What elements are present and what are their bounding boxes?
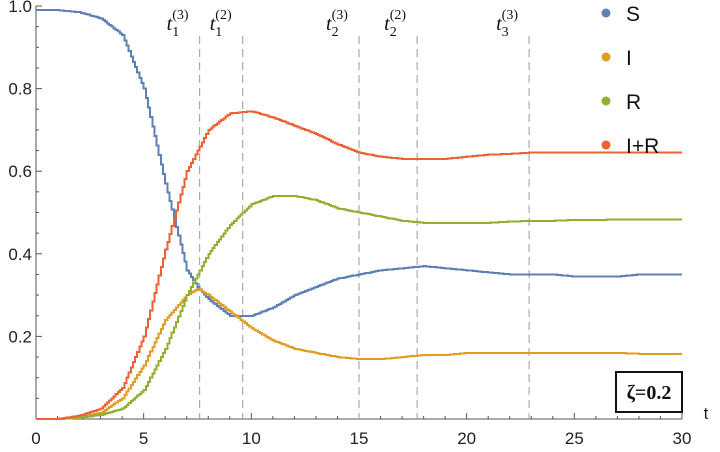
- series-line-s: [36, 9, 682, 317]
- legend-swatch: [601, 140, 611, 150]
- legend-label: R: [626, 91, 641, 114]
- legend-swatch: [601, 8, 611, 18]
- vertical-marker-label-sub: 3: [502, 25, 509, 40]
- series-line-i: [36, 287, 682, 420]
- legend-label: I: [626, 47, 632, 70]
- series-line-r: [36, 194, 682, 420]
- vertical-marker-label-sub: 1: [215, 25, 222, 40]
- vertical-marker-label-sup: (3): [172, 8, 189, 23]
- y-tick-label: 0.2: [8, 327, 32, 346]
- series-layer: [36, 9, 682, 420]
- vertical-marker-label-base: t: [167, 13, 173, 35]
- legend-label: S: [626, 3, 640, 26]
- x-tick-label: 20: [457, 429, 476, 448]
- vertical-marker-label-sub: 2: [332, 25, 339, 40]
- vertical-marker-label: t3 (3): [496, 8, 518, 40]
- legend: SIR I+R: [601, 3, 659, 158]
- legend-label: I+R: [626, 135, 659, 158]
- y-tick-label: 0.6: [8, 162, 32, 181]
- vertical-marker-label-sup: (2): [215, 8, 232, 23]
- vertical-marker-label-base: t: [496, 13, 502, 35]
- legend-swatch: [601, 52, 611, 62]
- x-tick-label: 25: [565, 429, 584, 448]
- vertical-marker-label-sub: 2: [390, 25, 397, 40]
- legend-swatch: [601, 96, 611, 106]
- x-tick-label: 30: [673, 429, 692, 448]
- y-tick-label: 0.8: [8, 80, 32, 99]
- zeta-annotation-text: ζ=0.2: [627, 382, 672, 404]
- axes-layer: 0 5 10 15 20 25 30 0.2 0.4 0.6 0.8 1.0: [8, 0, 691, 448]
- zeta-annotation: ζ=0.2: [615, 371, 683, 413]
- vertical-marker-label: t2 (2): [384, 8, 406, 40]
- y-tick-label: 0.4: [8, 245, 32, 264]
- x-axis-title: t: [704, 404, 709, 423]
- vertical-marker-label: t1 (3): [167, 8, 189, 40]
- x-tick-label: 0: [31, 429, 40, 448]
- vertical-marker-label-sup: (3): [332, 8, 349, 23]
- y-tick-label: 1.0: [8, 0, 32, 16]
- x-tick-label: 10: [242, 429, 261, 448]
- vertical-marker-label-sup: (2): [390, 8, 407, 23]
- vertical-marker-label-base: t: [384, 13, 390, 35]
- vertical-marker-label: t2 (3): [326, 8, 348, 40]
- series-line-i-r: [36, 110, 682, 420]
- zeta-annotation-box: [615, 371, 683, 413]
- vertical-marker-label-sub: 1: [172, 25, 179, 40]
- vertical-marker-label: t1 (2): [210, 8, 232, 40]
- vertical-marker-label-sup: (3): [502, 8, 519, 23]
- x-tick-label: 5: [139, 429, 148, 448]
- x-tick-label: 15: [350, 429, 369, 448]
- vertical-marker-label-base: t: [210, 13, 216, 35]
- vertical-marker-label-base: t: [326, 13, 332, 35]
